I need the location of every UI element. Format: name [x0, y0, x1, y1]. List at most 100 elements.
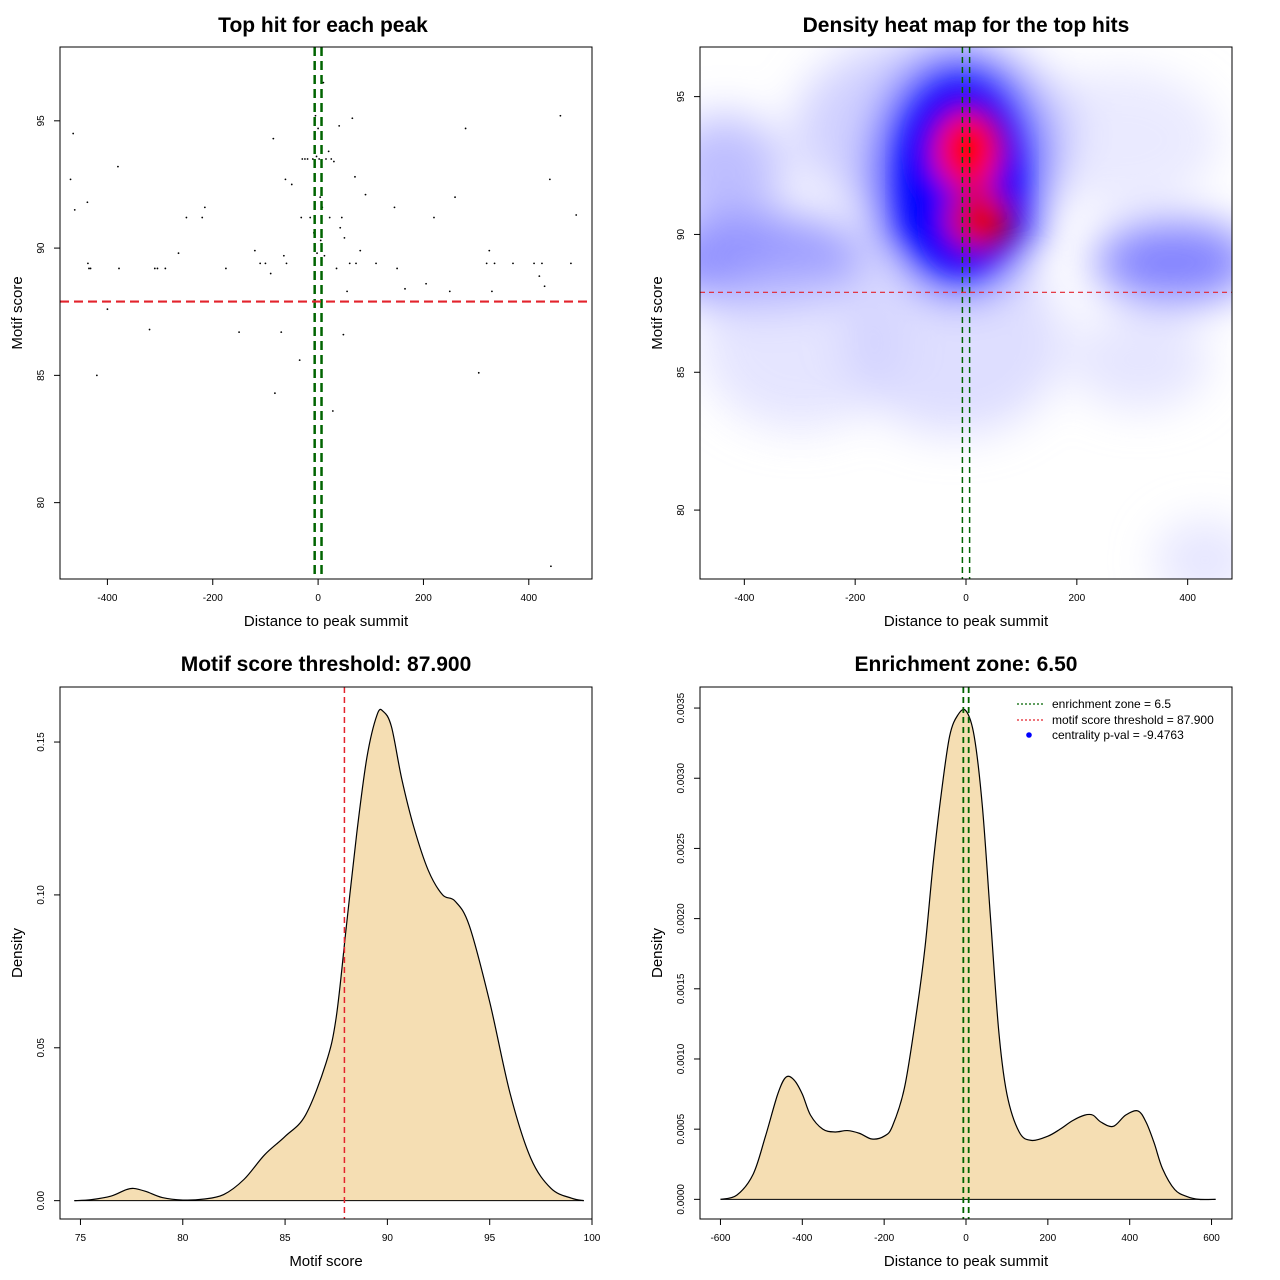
panel2-x-tick-label: 400: [1179, 593, 1196, 604]
panel3-x-tick-label: 85: [280, 1233, 292, 1244]
scatter-point: [89, 267, 92, 270]
panel4-y-tick-label: 0.0000: [676, 1184, 687, 1215]
panel1-ylabel: Motif score: [9, 276, 26, 349]
legend-centrality-dot: [1026, 732, 1032, 738]
panel2-reference-lines: [700, 47, 1232, 579]
scatter-point: [72, 132, 75, 135]
scatter-point: [318, 158, 321, 160]
panel2-y-tick-label: 95: [676, 91, 687, 103]
panel4-y-tick-label: 0.0020: [676, 903, 687, 934]
scatter-point: [533, 262, 535, 265]
scatter-point: [354, 175, 356, 178]
scatter-point: [156, 267, 159, 270]
panel3-density-curve: [74, 708, 584, 1202]
panel4-marks: [720, 687, 1216, 1219]
scatter-point: [339, 226, 342, 229]
heatmap-blob: [1070, 310, 1210, 410]
scatter-point: [304, 158, 306, 160]
scatter-point: [95, 374, 98, 377]
scatter-point: [269, 272, 272, 275]
scatter-point: [375, 262, 377, 265]
panel3-title: Motif score threshold: 87.900: [181, 653, 472, 676]
panel2-y-tick-label: 90: [676, 228, 687, 240]
scatter-point: [319, 196, 322, 199]
scatter-point: [351, 117, 354, 120]
scatter-point: [264, 262, 267, 265]
scatter-point: [512, 262, 514, 265]
scatter-point: [335, 267, 338, 270]
scatter-point: [317, 127, 319, 130]
scatter-point: [477, 371, 480, 374]
panel3-x-tick-label: 95: [484, 1233, 496, 1244]
scatter-point: [559, 114, 562, 117]
scatter-point: [259, 262, 262, 265]
panel4-y-tick-label: 0.0010: [676, 1043, 687, 1074]
scatter-point: [433, 216, 435, 219]
scatter-point: [570, 262, 572, 265]
heatmap-blob: [700, 115, 785, 225]
panel2-xlabel: Distance to peak summit: [884, 613, 1049, 630]
scatter-point: [316, 252, 318, 255]
scatter-point: [118, 267, 120, 270]
scatter-point: [285, 262, 288, 265]
scatter-point: [153, 267, 156, 270]
panel1-axes: -400 -200 0 200 400 80 85 90 95: [36, 115, 538, 604]
panel2-heatmap-layer: [700, 47, 1232, 579]
scatter-point: [164, 267, 167, 270]
panel4-x-tick-label: -600: [710, 1233, 730, 1244]
panel1-x-tick-label: 400: [520, 593, 537, 604]
panel4-legend: enrichment zone = 6.5 motif score thresh…: [1017, 697, 1214, 742]
scatter-point: [396, 267, 399, 270]
scatter-point: [309, 216, 312, 219]
scatter-point: [280, 331, 283, 333]
scatter-point: [311, 158, 314, 160]
scatter-point: [314, 114, 317, 117]
scatter-point: [338, 125, 341, 127]
panel-motif-score-density: Motif score threshold: 87.900 75 80 85 90 95…: [9, 653, 601, 1270]
scatter-point: [284, 178, 287, 181]
scatter-point: [177, 252, 180, 255]
panel3-y-tick-label: 0.10: [36, 885, 47, 905]
panel2-y-tick-label: 80: [676, 504, 687, 516]
scatter-point: [73, 209, 76, 211]
scatter-point: [225, 267, 227, 270]
panel4-x-tick-label: -200: [874, 1233, 894, 1244]
panel4-density-area: [720, 709, 1216, 1200]
scatter-point: [290, 183, 293, 186]
scatter-point: [328, 216, 331, 219]
panel4-density-curve: [720, 708, 1216, 1201]
panel3-x-tick-label: 100: [584, 1233, 601, 1244]
panel2-x-tick-label: -200: [845, 593, 865, 604]
scatter-point: [203, 206, 206, 209]
panel1-plot-box: [59, 46, 593, 580]
scatter-point: [331, 410, 334, 412]
scatter-point: [238, 331, 240, 333]
panel4-xlabel: Distance to peak summit: [884, 1253, 1049, 1270]
panel1-y-tick-label: 90: [36, 242, 47, 254]
panel3-y-tick-label: 0.00: [36, 1190, 47, 1210]
scatter-point: [69, 178, 72, 181]
legend-centrality-label: centrality p-val = -9.4763: [1052, 728, 1184, 742]
scatter-point: [541, 262, 543, 265]
scatter-point: [448, 290, 451, 293]
panel4-y-tick-label: 0.0035: [676, 692, 687, 723]
panel3-axes: 75 80 85 90 95 100 0.00 0.05 0.10 0.15: [36, 732, 601, 1244]
panel4-axes: -600 -400 -200 0 200 400 600 0.0000 0.0005 0.0010…: [676, 692, 1220, 1244]
panel3-ylabel: Density: [9, 927, 26, 978]
scatter-point: [359, 249, 362, 252]
scatter-point: [306, 158, 309, 160]
scatter-point: [343, 237, 346, 239]
panel3-density-area: [74, 709, 584, 1201]
scatter-point: [327, 150, 330, 153]
scatter-point: [488, 249, 491, 252]
scatter-point: [393, 206, 396, 209]
panel2-axes: -400 -200 0 200 400 80 85 90 95: [676, 91, 1196, 604]
scatter-point: [333, 160, 335, 163]
scatter-point: [425, 282, 427, 285]
panel3-x-tick-label: 90: [382, 1233, 394, 1244]
scatter-point: [148, 328, 151, 331]
scatter-point: [346, 290, 348, 293]
panel1-x-tick-label: 200: [415, 593, 432, 604]
